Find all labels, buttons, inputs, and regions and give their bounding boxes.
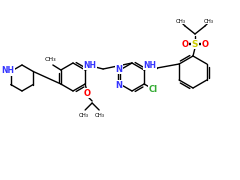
Text: O: O xyxy=(202,39,209,48)
Text: N: N xyxy=(115,80,122,89)
Text: S: S xyxy=(192,39,198,48)
Text: CH₃: CH₃ xyxy=(95,112,105,118)
Text: O: O xyxy=(84,89,91,98)
Text: CH₃: CH₃ xyxy=(176,19,186,24)
Text: O: O xyxy=(181,39,188,48)
Text: NH: NH xyxy=(84,60,97,69)
Text: CH₃: CH₃ xyxy=(79,112,89,118)
Text: N: N xyxy=(115,64,122,73)
Text: CH₃: CH₃ xyxy=(204,19,214,24)
Text: CH₃: CH₃ xyxy=(45,57,57,62)
Text: NH: NH xyxy=(144,60,157,69)
Text: NH: NH xyxy=(1,66,14,75)
Text: Cl: Cl xyxy=(149,84,158,93)
